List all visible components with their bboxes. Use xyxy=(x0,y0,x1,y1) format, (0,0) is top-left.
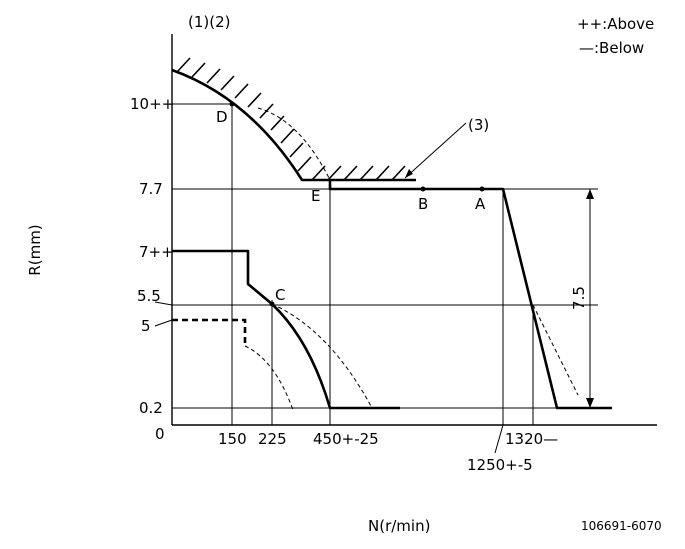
stroke-arrow-up xyxy=(586,189,594,199)
x-tick-label: 1320— xyxy=(505,430,558,448)
x-axis-title: N(r/min) xyxy=(368,517,430,535)
y-tick-label: 5.5 xyxy=(137,287,161,305)
y-tick-label: 0 xyxy=(155,425,165,443)
rack-limit-dashed xyxy=(532,304,579,396)
callout-3-arrowhead xyxy=(405,169,413,178)
y-tick-label: 7++ xyxy=(139,243,174,261)
callout-3-leader xyxy=(404,122,467,179)
x-tick-label: 225 xyxy=(258,430,287,448)
lower-start-curve-tail xyxy=(244,345,294,411)
stroke-arrow-down xyxy=(586,398,594,408)
point-c-label: C xyxy=(275,286,285,304)
drawing-number: 106691-6070 xyxy=(581,519,662,533)
legend-above: ++:Above xyxy=(577,15,654,33)
y-tick-label: 0.2 xyxy=(139,399,163,417)
start-curve-dashed xyxy=(271,303,373,409)
x-tick-label: 450+-25 xyxy=(313,430,379,448)
rack-limit-line xyxy=(328,180,612,410)
x-tick-label: 1250+-5 xyxy=(467,456,533,474)
y-tick-label: 7.7 xyxy=(139,180,163,198)
point-e-label: E xyxy=(311,187,320,205)
point-a-label: A xyxy=(475,195,486,213)
leader-1250 xyxy=(494,424,504,454)
point-b-label: B xyxy=(418,195,428,213)
point-b-marker xyxy=(420,186,426,192)
point-d-label: D xyxy=(216,108,228,126)
lower-start-curve xyxy=(172,318,247,346)
start-curve xyxy=(172,249,400,410)
y-tick-label: 5 xyxy=(141,317,151,335)
legend-below: —:Below xyxy=(579,39,644,57)
x-tick-label: 150 xyxy=(218,430,247,448)
point-a-marker xyxy=(479,186,485,192)
y-tick-label: 10++ xyxy=(130,95,174,113)
stroke-dimension-label: 7.5 xyxy=(570,286,588,310)
leader-5 xyxy=(154,319,173,327)
header-ref: (1)(2) xyxy=(188,13,231,31)
full-load-boundary xyxy=(171,68,416,182)
boundary-dashed-curve xyxy=(257,107,331,181)
leader-5-5 xyxy=(154,301,173,306)
callout-3-label: (3) xyxy=(468,116,489,134)
y-axis-title: R(mm) xyxy=(26,224,44,275)
point-d-marker xyxy=(229,101,235,107)
